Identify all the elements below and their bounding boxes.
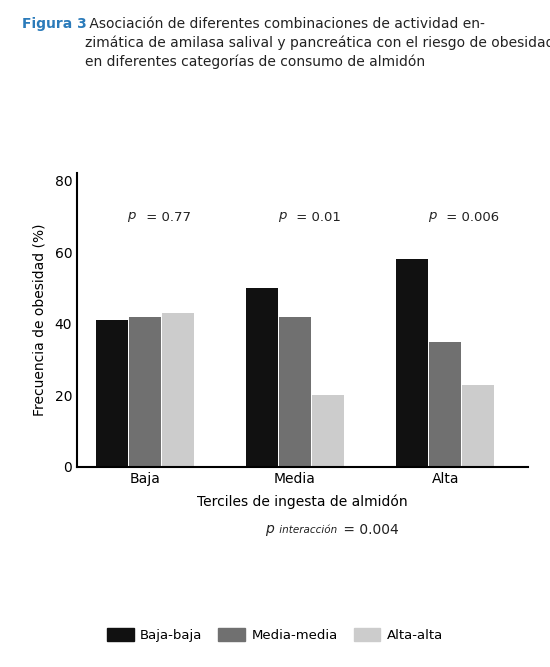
Text: = 0.004: = 0.004: [339, 524, 399, 537]
Text: $p$: $p$: [265, 523, 275, 538]
Text: Asociación de diferentes combinaciones de actividad en-
zimática de amilasa sali: Asociación de diferentes combinaciones d…: [85, 17, 550, 69]
Text: $p$: $p$: [127, 209, 137, 223]
Bar: [96, 320, 128, 467]
Text: Figura 3: Figura 3: [22, 17, 87, 31]
Bar: [279, 317, 311, 467]
Text: = 0.01: = 0.01: [292, 211, 341, 223]
Text: $p$: $p$: [428, 209, 438, 223]
Bar: [463, 385, 494, 467]
Bar: [396, 259, 428, 467]
Text: $p$: $p$: [278, 209, 288, 223]
Bar: [129, 317, 161, 467]
Text: = 0.006: = 0.006: [442, 211, 499, 223]
X-axis label: Terciles de ingesta de almidón: Terciles de ingesta de almidón: [197, 494, 408, 509]
Text: interacción: interacción: [276, 526, 337, 535]
Y-axis label: Frecuencia de obesidad (%): Frecuencia de obesidad (%): [32, 224, 46, 416]
Bar: [246, 288, 278, 467]
Legend: Baja-baja, Media-media, Alta-alta: Baja-baja, Media-media, Alta-alta: [102, 622, 448, 647]
Bar: [162, 313, 194, 467]
Text: = 0.77: = 0.77: [142, 211, 191, 223]
Bar: [430, 342, 461, 467]
Bar: [312, 396, 344, 467]
